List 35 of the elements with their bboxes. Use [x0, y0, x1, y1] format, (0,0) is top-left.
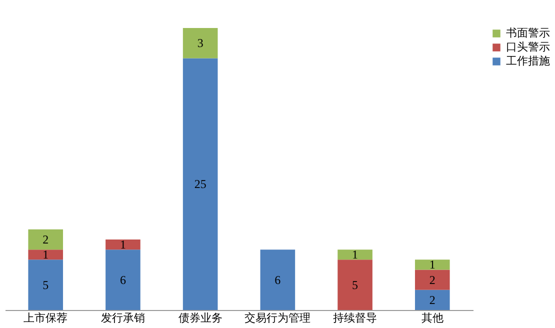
bar	[338, 260, 372, 310]
legend-label: 工作措施	[506, 54, 550, 68]
bar	[106, 250, 140, 310]
data-label: 1	[429, 258, 436, 272]
bar	[414, 270, 450, 290]
bar	[182, 58, 218, 310]
data-label: 5	[42, 278, 49, 292]
x-tick-label: 其他	[421, 312, 444, 324]
bar	[260, 250, 296, 310]
bar	[28, 260, 64, 310]
data-label: 5	[352, 278, 358, 292]
data-label: 1	[120, 238, 126, 252]
bar	[414, 290, 450, 310]
bar	[414, 260, 450, 270]
x-tick-label: 发行承销	[100, 312, 145, 324]
x-tick-label: 持续督导	[333, 312, 378, 324]
bar	[182, 28, 218, 58]
data-label: 2	[42, 232, 49, 246]
data-label: 2	[429, 272, 436, 287]
data-label: 25	[194, 177, 206, 192]
legend-label: 口头警示	[506, 40, 550, 54]
bar	[106, 240, 140, 250]
bar	[28, 250, 64, 260]
x-tick-label: 债券业务	[178, 312, 222, 324]
data-label: 2	[429, 292, 436, 307]
legend-label: 书面警示	[506, 26, 550, 40]
data-label: 1	[352, 248, 358, 262]
data-label: 6	[274, 272, 281, 287]
x-tick-label: 上市保荐	[24, 312, 68, 324]
bar	[28, 229, 64, 250]
bar	[338, 250, 372, 260]
data-label: 3	[197, 36, 204, 50]
data-label: 1	[42, 248, 49, 262]
x-tick-label: 交易行为管理	[244, 312, 311, 324]
data-label: 6	[120, 272, 126, 287]
